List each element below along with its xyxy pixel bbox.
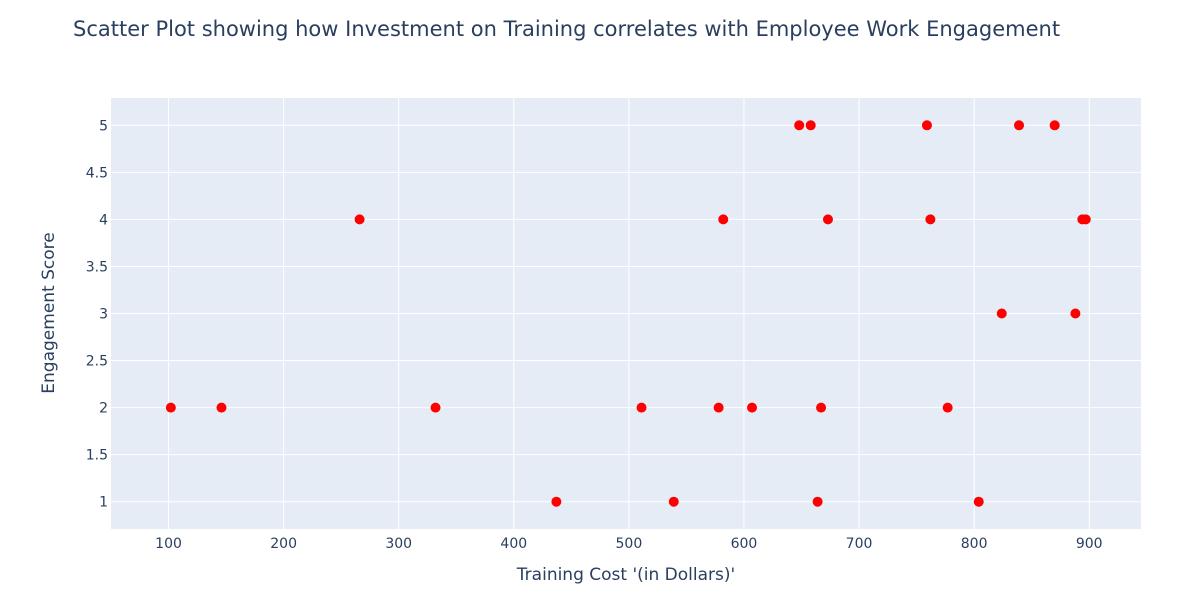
y-tick-label: 3.5 — [86, 259, 108, 275]
y-tick-label: 2 — [99, 401, 108, 417]
data-point — [822, 214, 833, 225]
tick-labels: 100 200 300 400 500 600 700 800 900 1 1.5 2 2.5 3 3.5 4… — [86, 118, 1103, 552]
y-tick-label: 3 — [99, 307, 108, 323]
data-point — [1014, 120, 1025, 131]
data-point — [942, 402, 953, 413]
data-points — [165, 120, 1091, 507]
data-point — [747, 402, 758, 413]
x-tick-label: 100 — [155, 536, 182, 552]
data-point — [216, 402, 227, 413]
data-point — [996, 308, 1007, 319]
y-tick-label: 4.5 — [86, 165, 108, 181]
y-tick-label: 4 — [99, 212, 108, 228]
data-point — [430, 402, 441, 413]
data-point — [354, 214, 365, 225]
x-tick-label: 300 — [385, 536, 412, 552]
chart-title: Scatter Plot showing how Investment on T… — [73, 17, 1060, 41]
x-tick-label: 500 — [616, 536, 643, 552]
data-point — [925, 214, 936, 225]
y-tick-label: 2.5 — [86, 354, 108, 370]
data-point — [812, 496, 823, 507]
data-point — [921, 120, 932, 131]
data-point — [973, 496, 984, 507]
data-point — [805, 120, 816, 131]
data-point — [1080, 214, 1091, 225]
data-point — [668, 496, 679, 507]
y-tick-label: 5 — [99, 118, 108, 134]
x-tick-label: 600 — [731, 536, 758, 552]
data-point — [713, 402, 724, 413]
x-tick-label: 700 — [846, 536, 873, 552]
data-point — [636, 402, 647, 413]
y-tick-label: 1.5 — [86, 448, 108, 464]
x-tick-label: 900 — [1076, 536, 1103, 552]
data-point — [1070, 308, 1081, 319]
data-point — [551, 496, 562, 507]
x-tick-label: 200 — [270, 536, 297, 552]
x-tick-label: 400 — [500, 536, 527, 552]
x-axis-title: Training Cost '(in Dollars)' — [516, 565, 735, 585]
data-point — [794, 120, 805, 131]
x-tick-label: 800 — [961, 536, 988, 552]
data-point — [165, 402, 176, 413]
data-point — [816, 402, 827, 413]
data-point — [1049, 120, 1060, 131]
grid — [111, 98, 1141, 529]
y-axis-title: Engagement Score — [39, 232, 59, 393]
y-tick-label: 1 — [99, 495, 108, 511]
data-point — [718, 214, 729, 225]
